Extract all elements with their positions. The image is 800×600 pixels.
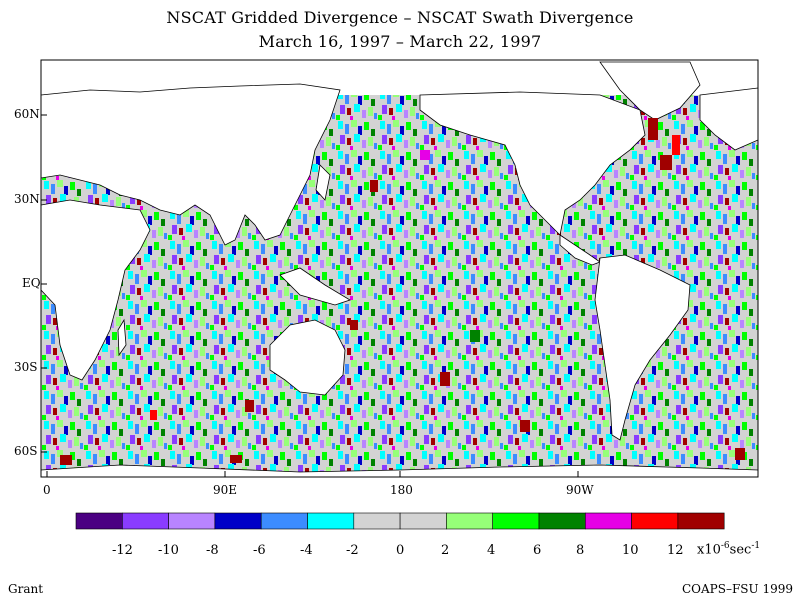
colorbar-swatch <box>168 512 216 530</box>
lon-label-180: 180 <box>390 483 413 497</box>
colorbar-swatch <box>492 512 540 530</box>
colorbar-swatch <box>214 512 262 530</box>
eurasia-land <box>41 83 341 246</box>
colorbar-tick-label: -4 <box>300 543 313 558</box>
colorbar-tick-label: 12 <box>667 543 684 558</box>
australia-land <box>269 319 346 396</box>
colorbar-tick-label: -2 <box>346 543 359 558</box>
madagascar-land <box>117 318 127 357</box>
lon-ticks <box>46 471 579 477</box>
colorbar-tick-label: -6 <box>253 543 266 558</box>
lat-label-60n: 60N <box>14 107 40 121</box>
colorbar-units: x10-6sec-1 <box>697 541 761 558</box>
footer-credit: COAPS–FSU 1999 <box>682 582 793 596</box>
south-america-land <box>594 254 691 441</box>
colorbar-tick-label: 4 <box>487 543 496 558</box>
colorbar-swatch <box>122 512 169 530</box>
colorbar-swatch <box>399 512 447 530</box>
lon-label-0: 0 <box>43 483 51 497</box>
colorbar-swatch <box>538 512 586 530</box>
no-data-region <box>41 60 758 95</box>
divergence-highlights <box>60 118 745 465</box>
colorbar-swatch <box>631 512 679 530</box>
lat-label-60s: 60S <box>14 444 38 458</box>
colorbar-tick-label: -8 <box>206 543 219 558</box>
footer-author: Grant <box>8 582 44 596</box>
central-america-land <box>559 234 601 266</box>
north-america-land <box>419 91 646 236</box>
colorbar-swatch <box>584 512 632 530</box>
lat-label-eq: EQ <box>22 276 41 290</box>
greenland-land <box>599 61 701 121</box>
lon-label-90e: 90E <box>213 483 238 497</box>
colorbar-swatch <box>75 512 123 530</box>
colorbar-tick-label: -10 <box>158 543 179 558</box>
map-title: NSCAT Gridded Divergence – NSCAT Swath D… <box>166 8 634 27</box>
europe-land <box>699 87 758 151</box>
lat-label-30s: 30S <box>14 360 38 374</box>
colorbar-tick-label: 0 <box>396 543 405 558</box>
colorbar-tick-label: 6 <box>533 543 542 558</box>
sea-islands-land <box>279 267 351 306</box>
lat-ticks <box>41 114 47 453</box>
colorbar-swatch <box>260 512 308 530</box>
lat-label-30n: 30N <box>14 192 40 206</box>
colorbar-swatch <box>446 512 493 530</box>
map-subtitle: March 16, 1997 – March 22, 1997 <box>258 32 542 51</box>
africa-land <box>41 199 151 381</box>
colorbar-tick-label: 10 <box>622 543 639 558</box>
lon-label-90w: 90W <box>566 483 594 497</box>
colorbar-swatch <box>677 512 725 530</box>
colorbar-tick-label: 8 <box>576 543 585 558</box>
land-masses <box>41 61 758 477</box>
colorbar-swatch <box>353 512 401 530</box>
colorbar-swatch <box>307 512 355 530</box>
colorbar-tick-label: -12 <box>112 543 133 558</box>
japan-land <box>315 164 331 201</box>
colorbar-tick-label: 2 <box>441 543 450 558</box>
